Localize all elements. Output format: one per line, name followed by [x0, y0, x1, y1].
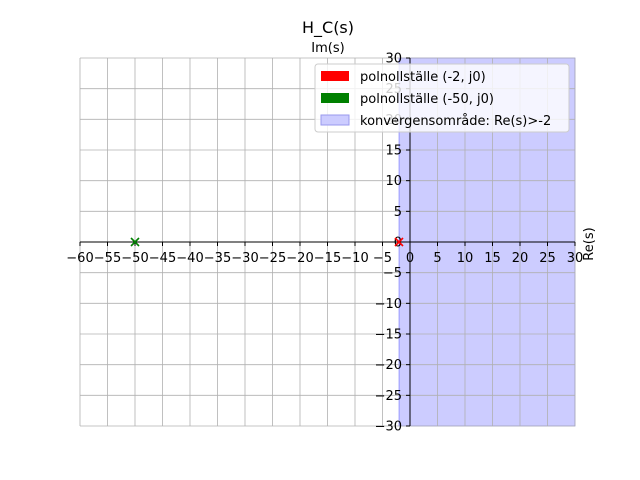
- x-tick-label: 10: [457, 251, 474, 266]
- legend-swatch: [321, 93, 349, 103]
- legend: polnollställe (-2, j0) polnollställe (-50…: [314, 63, 570, 133]
- x-tick-label: −40: [176, 251, 203, 266]
- legend-swatch: [321, 71, 349, 81]
- x-tick-label: −15: [314, 251, 341, 266]
- x-tick-label: 30: [567, 251, 584, 266]
- x-axis-label: Re(s): [582, 227, 597, 260]
- x-tick-label: −35: [204, 251, 231, 266]
- x-tick-label: −50: [121, 251, 148, 266]
- x-tick-label: 20: [512, 251, 529, 266]
- x-tick-label: 15: [484, 251, 501, 266]
- x-tick-label: −5: [373, 251, 392, 266]
- y-tick-label: −30: [375, 420, 402, 435]
- y-tick-label: −25: [375, 389, 402, 404]
- x-tick-label: −25: [259, 251, 286, 266]
- x-tick-label: −55: [94, 251, 121, 266]
- legend-label: konvergensområde: Re(s)>-2: [360, 114, 551, 129]
- x-tick-label: 25: [539, 251, 556, 266]
- y-tick-label: −5: [383, 266, 402, 281]
- y-tick-label: 30: [385, 52, 402, 67]
- x-tick-label: 5: [433, 251, 441, 266]
- legend-label: polnollställe (-2, j0): [360, 70, 486, 85]
- x-tick-label: −30: [231, 251, 258, 266]
- x-tick-label: 0: [406, 251, 414, 266]
- pole-zero-marker: [394, 237, 404, 247]
- x-tick-label: −10: [341, 251, 368, 266]
- x-tick-label: −45: [149, 251, 176, 266]
- y-axis-label: Im(s): [311, 41, 344, 56]
- y-tick-label: 10: [385, 174, 402, 189]
- y-tick-label: −20: [375, 358, 402, 373]
- marker-stroke: [394, 237, 404, 247]
- pole-zero-marker: [130, 237, 140, 247]
- y-tick-label: −15: [375, 328, 402, 343]
- x-tick-label: −60: [66, 251, 93, 266]
- chart-title: H_C(s): [302, 18, 354, 38]
- y-tick-label: −10: [375, 297, 402, 312]
- x-tick-label: −20: [286, 251, 313, 266]
- legend-label: polnollställe (-50, j0): [360, 92, 494, 107]
- marker-stroke: [130, 237, 140, 247]
- legend-box: [314, 63, 570, 133]
- legend-swatch: [320, 114, 350, 126]
- y-tick-label: 15: [385, 144, 402, 159]
- y-tick-label: 5: [394, 205, 402, 220]
